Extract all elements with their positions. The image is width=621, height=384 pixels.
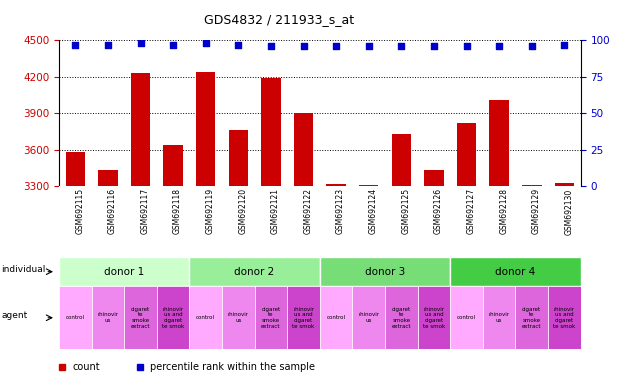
Bar — [66, 152, 85, 384]
Point — [396, 43, 406, 49]
Text: GSM692127: GSM692127 — [466, 189, 476, 235]
Text: control: control — [327, 315, 346, 320]
Text: GSM692123: GSM692123 — [336, 189, 345, 235]
Text: rhinovir
us: rhinovir us — [358, 312, 379, 323]
Point — [364, 43, 374, 49]
Point — [331, 43, 341, 49]
Text: GSM692116: GSM692116 — [108, 189, 117, 235]
Bar — [450, 286, 483, 349]
Bar — [59, 257, 189, 286]
Text: donor 3: donor 3 — [365, 266, 405, 277]
Text: rhinovir
us and
cigaret
te smok: rhinovir us and cigaret te smok — [423, 306, 445, 329]
Point — [461, 43, 471, 49]
Point — [135, 40, 145, 46]
Point — [70, 41, 80, 48]
Text: donor 4: donor 4 — [496, 266, 535, 277]
Text: rhinovir
us and
cigaret
te smok: rhinovir us and cigaret te smok — [292, 306, 315, 329]
Text: rhinovir
us: rhinovir us — [228, 312, 249, 323]
Point — [527, 43, 537, 49]
Bar — [352, 286, 385, 349]
Point — [266, 43, 276, 49]
Bar — [548, 286, 581, 349]
Bar — [92, 286, 124, 349]
Text: agent: agent — [1, 311, 27, 320]
Point — [201, 40, 211, 46]
Bar — [327, 184, 346, 384]
Text: GSM692118: GSM692118 — [173, 189, 182, 234]
Bar — [424, 170, 443, 384]
Bar — [522, 185, 542, 384]
Text: donor 1: donor 1 — [104, 266, 144, 277]
Bar — [189, 257, 320, 286]
Bar — [515, 286, 548, 349]
Text: GDS4832 / 211933_s_at: GDS4832 / 211933_s_at — [204, 13, 355, 26]
Text: rhinovir
us and
cigaret
te smok: rhinovir us and cigaret te smok — [553, 306, 576, 329]
Bar — [320, 257, 450, 286]
Bar — [124, 286, 156, 349]
Text: control: control — [457, 315, 476, 320]
Bar — [483, 286, 515, 349]
Bar — [489, 100, 509, 384]
Text: GSM692115: GSM692115 — [75, 189, 84, 235]
Bar — [417, 286, 450, 349]
Bar — [255, 286, 288, 349]
Text: percentile rank within the sample: percentile rank within the sample — [150, 362, 315, 372]
Text: GSM692129: GSM692129 — [532, 189, 541, 235]
Text: GSM692122: GSM692122 — [304, 189, 312, 234]
Text: control: control — [66, 315, 85, 320]
Point — [560, 41, 569, 48]
Text: cigaret
te
smoke
extract: cigaret te smoke extract — [522, 306, 542, 329]
Point — [103, 41, 113, 48]
Bar — [456, 123, 476, 384]
Text: cigaret
te
smoke
extract: cigaret te smoke extract — [261, 306, 281, 329]
Bar — [391, 134, 411, 384]
Bar — [163, 145, 183, 384]
Bar — [189, 286, 222, 349]
Text: GSM692126: GSM692126 — [434, 189, 443, 235]
Bar — [229, 130, 248, 384]
Point — [233, 41, 243, 48]
Text: GSM692130: GSM692130 — [564, 189, 573, 235]
Bar — [196, 72, 215, 384]
Text: GSM692120: GSM692120 — [238, 189, 247, 235]
Text: GSM692125: GSM692125 — [401, 189, 410, 235]
Point — [168, 41, 178, 48]
Bar — [287, 286, 320, 349]
Text: GSM692117: GSM692117 — [140, 189, 150, 235]
Bar — [222, 286, 255, 349]
Text: cigaret
te
smoke
extract: cigaret te smoke extract — [392, 306, 411, 329]
Point — [299, 43, 309, 49]
Text: control: control — [196, 315, 215, 320]
Point — [494, 43, 504, 49]
Bar — [385, 286, 417, 349]
Text: rhinovir
us and
cigaret
te smok: rhinovir us and cigaret te smok — [162, 306, 184, 329]
Point — [429, 43, 439, 49]
Text: rhinovir
us: rhinovir us — [489, 312, 510, 323]
Bar — [261, 78, 281, 384]
Bar — [98, 170, 117, 384]
Text: GSM692128: GSM692128 — [499, 189, 508, 234]
Text: donor 2: donor 2 — [235, 266, 274, 277]
Bar — [156, 286, 189, 349]
Bar — [555, 183, 574, 384]
Bar — [59, 286, 92, 349]
Text: count: count — [73, 362, 100, 372]
Text: GSM692121: GSM692121 — [271, 189, 280, 234]
Bar — [359, 185, 378, 384]
Bar — [294, 113, 313, 384]
Text: individual: individual — [1, 265, 45, 274]
Bar — [130, 73, 150, 384]
Bar — [450, 257, 581, 286]
Text: rhinovir
us: rhinovir us — [97, 312, 119, 323]
Text: GSM692119: GSM692119 — [206, 189, 215, 235]
Text: cigaret
te
smoke
extract: cigaret te smoke extract — [131, 306, 150, 329]
Bar — [320, 286, 353, 349]
Text: GSM692124: GSM692124 — [369, 189, 378, 235]
